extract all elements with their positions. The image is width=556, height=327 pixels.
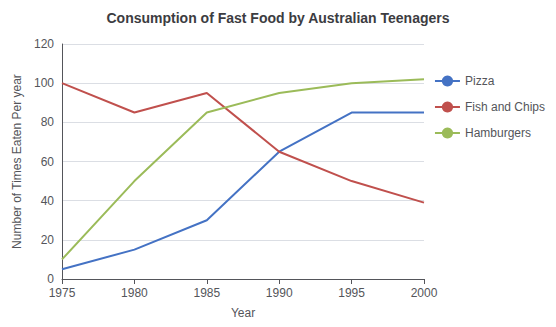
svg-text:20: 20 (41, 233, 55, 247)
svg-text:Hamburgers: Hamburgers (465, 126, 531, 140)
svg-text:1985: 1985 (193, 286, 220, 300)
svg-text:1980: 1980 (121, 286, 148, 300)
svg-text:Consumption of Fast Food by Au: Consumption of Fast Food by Australian T… (106, 10, 449, 26)
svg-text:80: 80 (41, 115, 55, 129)
svg-text:120: 120 (34, 37, 54, 51)
svg-text:1995: 1995 (338, 286, 365, 300)
svg-text:Pizza: Pizza (465, 74, 495, 88)
svg-text:1990: 1990 (266, 286, 293, 300)
svg-text:Year: Year (231, 306, 255, 320)
svg-text:2000: 2000 (411, 286, 438, 300)
svg-text:1975: 1975 (49, 286, 76, 300)
svg-text:Fish and Chips: Fish and Chips (465, 100, 545, 114)
svg-text:60: 60 (41, 155, 55, 169)
svg-text:100: 100 (34, 76, 54, 90)
svg-text:40: 40 (41, 194, 55, 208)
svg-text:0: 0 (47, 272, 54, 286)
svg-text:Number of Times Eaten Per year: Number of Times Eaten Per year (10, 74, 24, 249)
